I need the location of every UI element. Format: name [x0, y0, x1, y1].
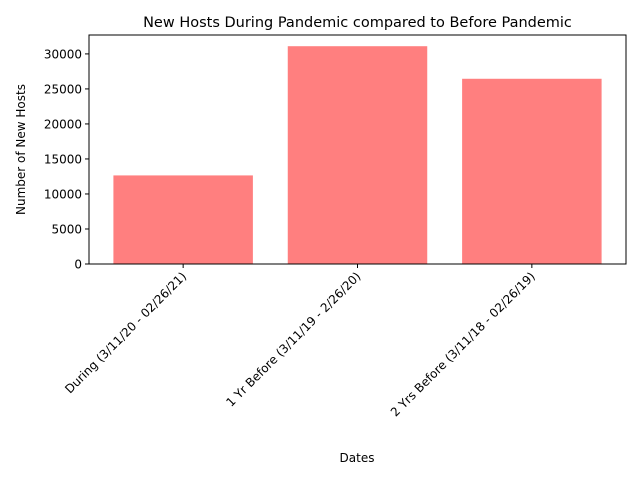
- y-axis-label: Number of New Hosts: [14, 84, 28, 215]
- plot-frame: [88, 34, 627, 265]
- y-tick-label: 10000: [44, 187, 82, 201]
- y-tick-label: 15000: [44, 152, 82, 166]
- bar: [287, 46, 428, 264]
- x-tick-label: 2 Yrs Before (3/11/18 - 02/26/19): [388, 269, 538, 419]
- y-tick-label: 20000: [44, 117, 82, 131]
- bars-layer: [113, 46, 602, 265]
- bar: [113, 175, 253, 264]
- y-axis-ticks: 0 5000 10000 15000 20000 25000 30000: [44, 47, 89, 272]
- y-tick-label: 30000: [44, 47, 82, 61]
- x-tick-label: 1 Yr Before (3/11/19 - 2/26/20): [223, 269, 363, 409]
- y-tick-label: 0: [74, 258, 82, 272]
- x-axis-ticks: During (3/11/20 - 02/26/21) 1 Yr Before (…: [62, 264, 538, 419]
- y-tick-label: 5000: [51, 222, 82, 236]
- x-tick-label: During (3/11/20 - 02/26/21): [62, 269, 189, 396]
- y-tick-label: 25000: [44, 82, 82, 96]
- x-axis-label: Dates: [340, 451, 375, 465]
- chart-title: New Hosts During Pandemic compared to Be…: [143, 15, 572, 31]
- bar: [462, 78, 602, 265]
